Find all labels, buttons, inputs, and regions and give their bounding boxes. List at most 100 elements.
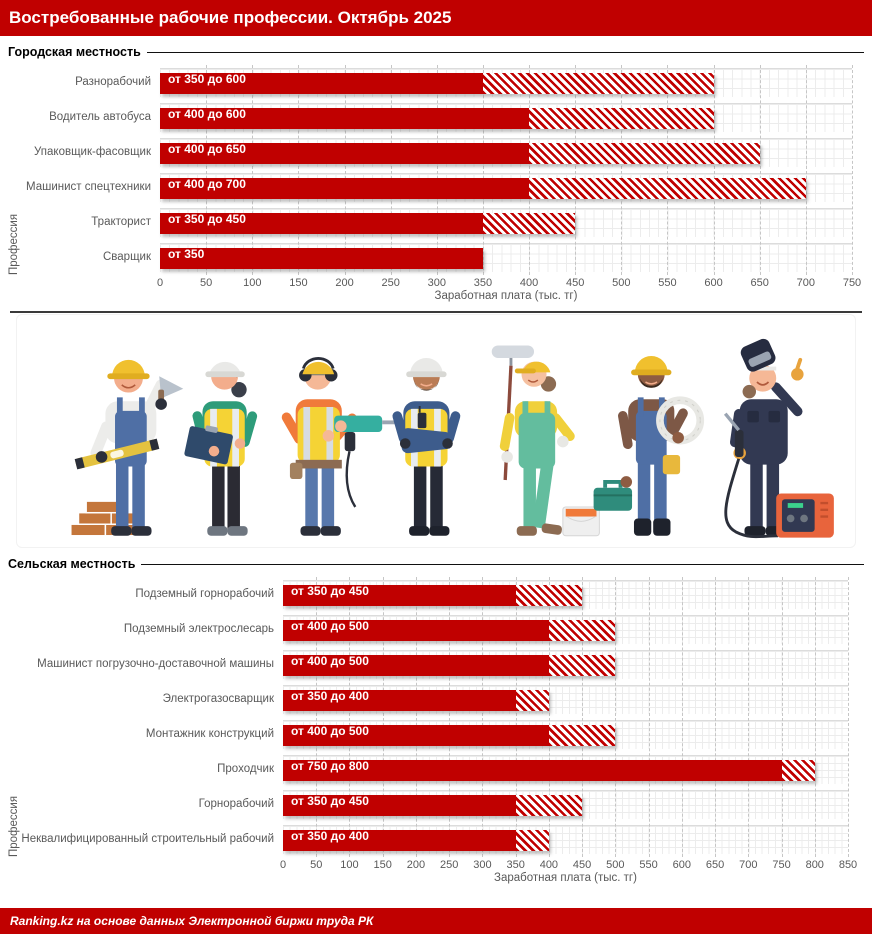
- bar-solid-min: [160, 213, 483, 234]
- x-tick-label: 200: [335, 277, 354, 289]
- bar-track: от 350 до 450: [160, 208, 852, 237]
- bar-hatch-max: [529, 178, 806, 199]
- urban-salary-chart: Профессия Разнорабочий от 350 до 600 Водит…: [8, 65, 864, 306]
- bar-value-label: от 350 до 400: [291, 829, 369, 843]
- x-tick-label: 250: [381, 277, 400, 289]
- bar-row: Неквалифицированный строительный рабочий…: [8, 822, 864, 857]
- category-label: Машинист погрузочно-доставочной машины: [37, 658, 274, 671]
- salary-range-bar: [160, 213, 576, 234]
- bar-value-label: от 350 до 450: [291, 794, 369, 808]
- x-tick-label: 0: [156, 277, 164, 289]
- x-tick-label: 450: [566, 277, 585, 289]
- bar-value-label: от 350 до 450: [168, 212, 246, 226]
- x-tick-label: 850: [838, 859, 858, 871]
- bar-value-label: от 350 до 450: [291, 584, 369, 598]
- x-tick-label: 600: [672, 859, 691, 871]
- salary-range-bar: [283, 760, 815, 781]
- category-label: Подземный горнорабочий: [135, 588, 274, 601]
- x-tick-label: 750: [772, 859, 791, 871]
- urban-section-header: Городская местность: [8, 43, 864, 61]
- x-tick-label: 800: [805, 859, 824, 871]
- bar-track: от 350 до 450: [283, 790, 848, 819]
- x-tick-label: 150: [289, 277, 308, 289]
- bar-value-label: от 350 до 600: [168, 72, 246, 86]
- bar-solid-min: [283, 760, 782, 781]
- urban-section-title: Городская местность: [8, 45, 141, 59]
- x-tick-label: 550: [639, 859, 658, 871]
- x-tick-label: 300: [473, 859, 492, 871]
- bar-track: от 400 до 500: [283, 615, 848, 644]
- salary-range-bar: [160, 73, 714, 94]
- salary-range-bar: [160, 178, 806, 199]
- bar-solid-min: [283, 795, 516, 816]
- category-label: Подземный электрослесарь: [123, 623, 274, 636]
- bar-value-label: от 400 до 650: [168, 142, 246, 156]
- category-label: Водитель автобуса: [49, 111, 151, 124]
- x-axis-ticks: 0 50 100 150 200 250 300 350 400 450 500 550 600 650 7…: [156, 275, 861, 290]
- x-tick-label: 400: [539, 859, 559, 871]
- bar-row: Машинист погрузочно-доставочной машины от…: [8, 647, 864, 682]
- bar-track: от 400 до 500: [283, 650, 848, 679]
- bar-row: Машинист спецтехники от 400 до 700: [8, 170, 864, 205]
- x-tick-label: 500: [606, 859, 625, 871]
- divider-line: [10, 311, 862, 313]
- bar-hatch-max: [548, 620, 616, 641]
- bar-hatch-max: [515, 690, 549, 711]
- bar-solid-min: [283, 690, 516, 711]
- page-title: Востребованные рабочие профессии. Октябр…: [9, 8, 452, 27]
- x-tick-label: 100: [340, 859, 359, 871]
- x-axis-label: Заработная плата (тыс. тг): [494, 872, 637, 884]
- bar-row: Электрогазосварщик от 350 до 400: [8, 682, 864, 717]
- bar-value-label: от 400 до 500: [291, 654, 369, 668]
- bar-hatch-max: [515, 585, 583, 606]
- source-footer: Ranking.kz на основе данных Электронной …: [0, 908, 872, 934]
- foreman-figure: [392, 357, 461, 536]
- bar-row: Подземный электрослесарь от 400 до 500: [8, 612, 864, 647]
- bar-track: от 350 до 600: [160, 68, 852, 97]
- bar-hatch-max: [515, 830, 549, 851]
- category-label: Разнорабочий: [75, 76, 151, 89]
- rural-section-title: Сельская местность: [8, 557, 136, 571]
- category-label: Проходчик: [217, 763, 274, 776]
- bar-hatch-max: [529, 143, 760, 164]
- category-label: Горнорабочий: [198, 798, 274, 811]
- infographic-header: Востребованные рабочие профессии. Октябр…: [0, 0, 872, 36]
- bar-row: Разнорабочий от 350 до 600: [8, 65, 864, 100]
- x-tick-label: 400: [519, 277, 539, 289]
- salary-range-bar: [160, 143, 760, 164]
- bar-hatch-max: [482, 73, 714, 94]
- welder-figure: [723, 338, 834, 539]
- category-label: Электрогазосварщик: [162, 693, 274, 706]
- bar-hatch-max: [482, 213, 576, 234]
- x-tick-label: 500: [612, 277, 631, 289]
- female-painter-figure: [491, 345, 600, 537]
- bar-value-label: от 400 до 600: [168, 107, 246, 121]
- bar-track: от 400 до 500: [283, 720, 848, 749]
- bar-row: Подземный горнорабочий от 350 до 450: [8, 577, 864, 612]
- bar-solid-min: [283, 830, 516, 851]
- x-tick-label: 700: [739, 859, 758, 871]
- driller-worker-figure: [281, 357, 400, 536]
- x-tick-label: 100: [243, 277, 262, 289]
- section-rule: [146, 51, 864, 53]
- bar-track: от 350 до 400: [283, 825, 848, 854]
- bar-solid-min: [160, 73, 483, 94]
- bar-row: Тракторист от 350 до 450: [8, 205, 864, 240]
- salary-range-bar: [160, 248, 483, 269]
- category-label: Машинист спецтехники: [26, 181, 151, 194]
- x-axis-label: Заработная плата (тыс. тг): [434, 290, 578, 302]
- bar-hatch-max: [515, 795, 583, 816]
- workers-illustration-svg: [70, 338, 834, 539]
- category-label: Сварщик: [103, 251, 151, 264]
- plot-area: Подземный горнорабочий от 350 до 450 Подзе…: [8, 577, 864, 857]
- bar-row: Упаковщик-фасовщик от 400 до 650: [8, 135, 864, 170]
- section-rule: [141, 563, 864, 565]
- bar-track: от 350: [160, 243, 852, 272]
- bar-hatch-max: [548, 725, 616, 746]
- category-label: Монтажник конструкций: [145, 728, 274, 741]
- x-axis-ticks: 0 50 100 150 200 250 300 350 400 450 500 550 600 650 7…: [279, 857, 857, 872]
- salary-range-bar: [283, 830, 549, 851]
- category-label: Тракторист: [91, 216, 151, 229]
- x-tick-label: 0: [279, 859, 287, 871]
- bar-value-label: от 400 до 500: [291, 619, 369, 633]
